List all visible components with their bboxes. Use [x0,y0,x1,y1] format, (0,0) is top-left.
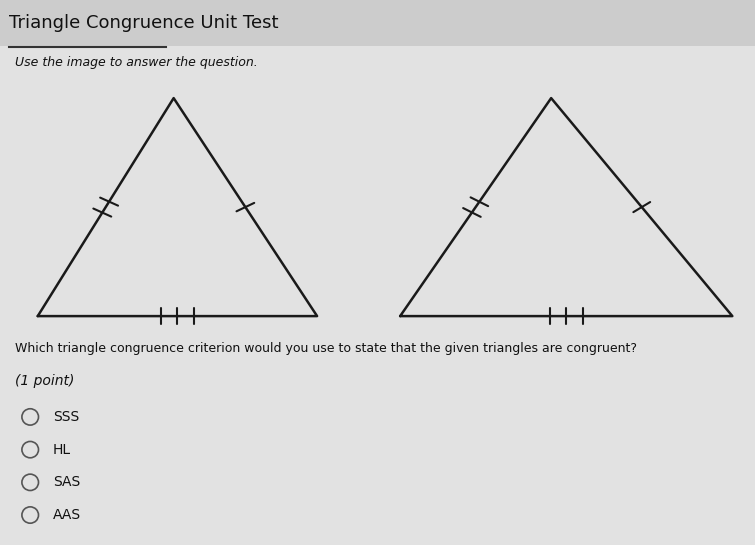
Text: Triangle Congruence Unit Test: Triangle Congruence Unit Test [9,14,279,32]
FancyBboxPatch shape [0,0,755,46]
Text: SAS: SAS [53,475,80,489]
Text: Use the image to answer the question.: Use the image to answer the question. [15,56,258,69]
FancyBboxPatch shape [0,46,755,545]
Text: AAS: AAS [53,508,81,522]
Text: HL: HL [53,443,71,457]
Text: (1 point): (1 point) [15,374,75,389]
Text: SSS: SSS [53,410,79,424]
Text: Which triangle congruence criterion would you use to state that the given triang: Which triangle congruence criterion woul… [15,342,637,355]
